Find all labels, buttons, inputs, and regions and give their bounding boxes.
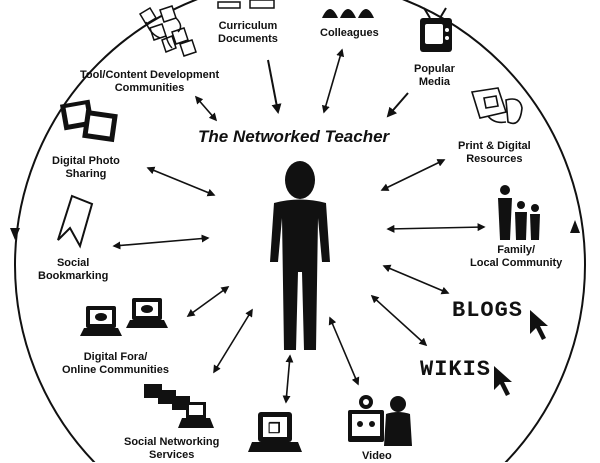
label-social-networking-services: Social Networking Services	[124, 436, 220, 461]
photos-icon	[59, 99, 118, 143]
label-wikis: WIKIS	[420, 357, 492, 382]
cursor-icon	[530, 310, 548, 340]
diagram-title: The Networked Teacher	[198, 127, 390, 146]
cursor-icon	[494, 366, 512, 396]
computers-row-icon	[144, 384, 214, 428]
tv-icon	[420, 7, 452, 52]
label-popular-media: Popular Media	[414, 63, 455, 88]
documents-icon	[217, 0, 275, 9]
label-print-digital-resources: Print & Digital Resources	[458, 140, 531, 165]
chat-laptop-icon: ❐	[248, 412, 302, 452]
network-computers-icon	[138, 5, 197, 57]
outer-cycle-circle	[14, 0, 586, 462]
label-digital-fora: Digital Fora/Online Communities	[62, 351, 169, 376]
printer-mouse-icon	[470, 87, 523, 125]
video-conference-icon	[348, 395, 412, 446]
one-way-arrows	[267, 59, 409, 118]
cycle-arrow-left-icon	[10, 228, 20, 240]
bookmark-icon	[57, 194, 94, 249]
laptops-chat-icon	[80, 298, 168, 336]
label-family-local-community: Family/Local Community	[470, 244, 563, 269]
family-icon	[498, 185, 540, 240]
colleagues-icon	[322, 9, 374, 18]
label-colleagues: Colleagues	[320, 27, 379, 39]
label-tool-content-development: Tool/Content Development Communities	[80, 69, 220, 94]
label-curriculum-documents: Curriculum Documents	[218, 20, 278, 45]
two-way-arrows	[112, 48, 486, 404]
label-social-bookmarking: Social Bookmarking	[38, 257, 109, 282]
svg-text:❐: ❐	[268, 420, 281, 436]
label-video: Video	[362, 450, 392, 462]
cycle-arrow-right-icon	[570, 220, 580, 233]
teacher-figure-icon	[270, 161, 330, 350]
label-blogs: BLOGS	[452, 298, 524, 323]
label-digital-photo-sharing: Digital Photo Sharing	[52, 155, 120, 180]
